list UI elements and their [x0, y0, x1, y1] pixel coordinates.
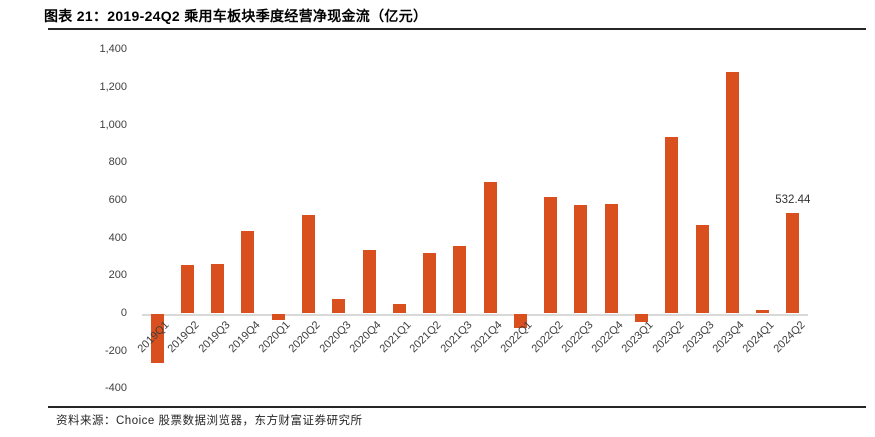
- bar-2019Q2: [180, 264, 194, 314]
- x-tick-label-2021Q3: 2021Q3: [438, 318, 475, 355]
- header-rule: [48, 28, 866, 30]
- x-tick-label-2019Q2: 2019Q2: [165, 318, 202, 355]
- data-label-2024q2: 532.44: [775, 194, 811, 207]
- bar-2023Q2: [665, 137, 679, 314]
- x-tick-label-2023Q4: 2023Q4: [710, 318, 747, 355]
- y-tick-label-1000: 1,000: [99, 118, 127, 131]
- x-tick-label-2020Q3: 2020Q3: [317, 318, 354, 355]
- x-tick-label-2022Q2: 2022Q2: [528, 318, 566, 355]
- bar-2023Q3: [695, 224, 709, 314]
- bar-2020Q1: [271, 313, 285, 320]
- bar-2020Q2: [302, 215, 315, 314]
- x-tick-label-2019Q3: 2019Q3: [195, 318, 233, 355]
- x-tick-label-2023Q3: 2023Q3: [680, 318, 717, 355]
- zero-axis-line: [142, 314, 808, 316]
- x-tick-label-2024Q1: 2024Q1: [740, 318, 778, 355]
- y-tick-label--200: -200: [104, 344, 127, 357]
- x-tick-label-2020Q4: 2020Q4: [347, 318, 384, 355]
- x-tick-label-2023Q2: 2023Q2: [650, 318, 687, 355]
- figure-title: 图表 21：2019-24Q2 乘用车板块季度经营净现金流（亿元）: [44, 8, 428, 24]
- source-note: 资料来源：Choice 股票数据浏览器，东方财富证券研究所: [56, 415, 363, 427]
- bar-2021Q4: [483, 181, 497, 314]
- y-tick-label-200: 200: [108, 269, 127, 282]
- bar-2022Q2: [544, 196, 558, 314]
- x-tick-label-2019Q4: 2019Q4: [226, 318, 263, 355]
- bar-2021Q3: [453, 246, 467, 314]
- bar-2023Q1: [635, 313, 648, 322]
- x-tick-label-2022Q3: 2022Q3: [559, 318, 596, 355]
- y-tick-label--400: -400: [104, 382, 127, 395]
- bar-2022Q1: [513, 313, 527, 329]
- x-tick-label-2020Q1: 2020Q1: [256, 318, 293, 355]
- bar-2020Q3: [332, 299, 346, 314]
- x-tick-label-2021Q4: 2021Q4: [468, 318, 505, 355]
- x-tick-label-2021Q2: 2021Q2: [407, 318, 445, 355]
- footer-rule: [48, 406, 866, 408]
- bar-2021Q1: [392, 304, 406, 314]
- bar-2019Q3: [211, 264, 225, 314]
- x-tick-label-2023Q1: 2023Q1: [619, 318, 656, 355]
- bar-2024Q2: [786, 213, 800, 314]
- bar-2021Q2: [423, 253, 437, 314]
- y-tick-label-1400: 1,400: [99, 43, 127, 56]
- x-tick-label-2020Q2: 2020Q2: [286, 318, 323, 355]
- bar-2020Q4: [362, 249, 376, 314]
- y-tick-label-1200: 1,200: [99, 80, 127, 93]
- y-tick-label-0: 0: [120, 307, 127, 319]
- y-tick-label-600: 600: [108, 193, 127, 206]
- bar-2024Q1: [756, 310, 770, 314]
- bar-2022Q3: [574, 204, 588, 314]
- x-tick-label-2022Q4: 2022Q4: [589, 318, 626, 355]
- bar-2019Q4: [241, 230, 255, 314]
- bar-2019Q1: [150, 313, 164, 363]
- x-tick-label-2021Q1: 2021Q1: [377, 318, 414, 355]
- bar-2022Q4: [604, 203, 618, 314]
- bar-2023Q4: [725, 71, 739, 314]
- y-tick-label-800: 800: [108, 156, 127, 169]
- y-tick-label-400: 400: [108, 231, 127, 244]
- x-tick-label-2024Q2: 2024Q2: [771, 318, 808, 355]
